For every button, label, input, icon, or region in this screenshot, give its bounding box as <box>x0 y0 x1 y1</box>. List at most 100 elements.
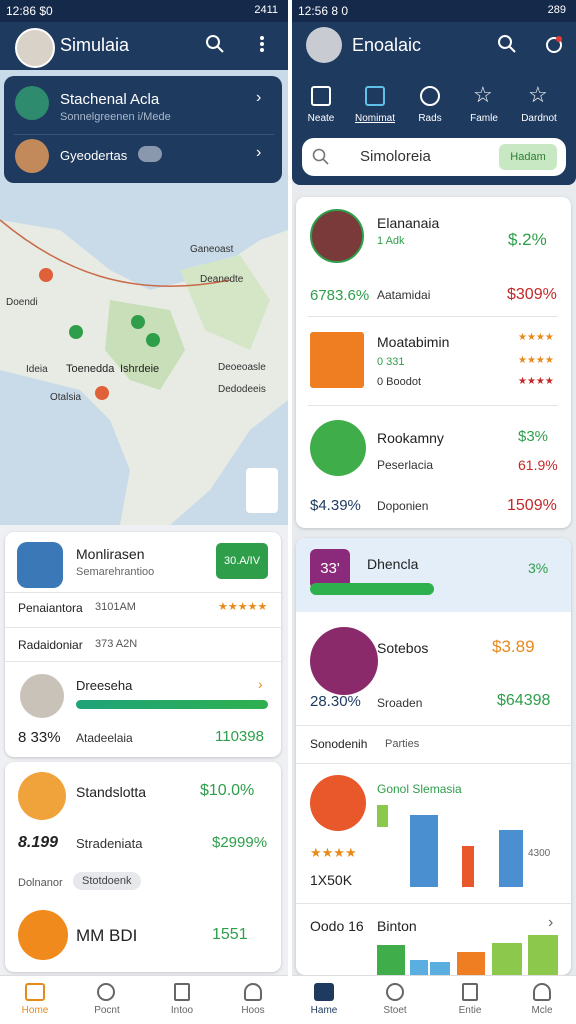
chart-total: 1X50K <box>310 872 353 888</box>
nav-label[interactable]: Hoos <box>241 1005 265 1016</box>
status-bar <box>292 0 576 22</box>
item-label: Aatamidai <box>377 288 431 302</box>
nav-icon[interactable] <box>97 983 115 1001</box>
item-value: $3% <box>518 428 549 445</box>
tab-label[interactable]: Neate <box>307 113 335 124</box>
footer-title: Binton <box>377 918 417 934</box>
icon-circle <box>18 910 68 960</box>
bottom-nav <box>0 975 288 1024</box>
feature-value: 3% <box>528 560 549 576</box>
decor-bar <box>492 943 522 975</box>
chevron[interactable]: › <box>256 89 262 106</box>
footer-left: Oodo 16 <box>310 918 364 934</box>
map-pin[interactable] <box>146 333 160 347</box>
bottom-nav <box>292 975 576 1024</box>
overlay-second: Gyeodertas <box>60 148 128 163</box>
stars: ★★★★ <box>518 376 554 387</box>
nav-icon[interactable] <box>25 983 45 1001</box>
stats-name: Sotebos <box>377 640 429 656</box>
decor-bar <box>410 815 438 887</box>
nav-icon[interactable] <box>533 983 551 1001</box>
nav-label[interactable]: Home <box>21 1005 49 1016</box>
nav-icon[interactable] <box>462 983 478 1001</box>
item-name: Rookamny <box>377 430 444 446</box>
map-label: Ishrdeie <box>120 363 159 375</box>
status-time: 12:56 8 0 <box>298 4 349 18</box>
tab-label[interactable]: Rads <box>418 113 442 124</box>
divider <box>5 592 281 593</box>
map-pin[interactable] <box>95 386 109 400</box>
avatar[interactable] <box>15 28 55 68</box>
map-pin[interactable] <box>131 315 145 329</box>
nav-label[interactable]: Pocnt <box>94 1005 120 1016</box>
row-value: 373 A2N <box>95 638 138 650</box>
tab-label[interactable]: Dardnot <box>521 113 557 124</box>
chart-icon <box>310 775 366 831</box>
chevron[interactable]: › <box>548 914 554 931</box>
item-label: Doponien <box>377 499 429 513</box>
stars: ★★★★★ <box>218 601 268 613</box>
divider <box>5 627 281 628</box>
avatar <box>20 674 64 718</box>
chevron[interactable]: › <box>256 144 262 161</box>
overlay-subtitle: Sonnelgreenen i/Mede <box>60 111 171 123</box>
overlay-title: Stachenal Acla <box>60 91 160 108</box>
tab-icon[interactable] <box>420 86 440 106</box>
tab-icon[interactable]: ☆ <box>473 82 493 107</box>
nav-label[interactable]: Entie <box>458 1005 482 1016</box>
tab-icon[interactable] <box>365 86 385 106</box>
map-label: Ganeoast <box>190 244 234 255</box>
chip[interactable]: Stotdoenk <box>73 872 141 890</box>
left-screen: 12:86 $0 2411 Simulaia Ganeoast Deanedte… <box>0 0 288 1024</box>
map-label: Ideia <box>26 364 48 375</box>
progress-name: Dreeseha <box>76 678 133 693</box>
map-controls[interactable] <box>246 468 278 513</box>
nav-icon[interactable] <box>386 983 404 1001</box>
map-label: Otalsia <box>50 392 82 403</box>
nav-icon[interactable] <box>314 983 334 1001</box>
map-label: Doendi <box>6 297 38 308</box>
stats-label: Sroaden <box>377 696 423 710</box>
nav-label[interactable]: Stoet <box>383 1005 407 1016</box>
nav-label[interactable]: Hame <box>310 1005 338 1016</box>
nav-label[interactable]: Intoo <box>170 1005 194 1016</box>
nav-icon[interactable] <box>174 983 190 1001</box>
tab-icon[interactable] <box>311 86 331 106</box>
decor-bar <box>410 960 428 975</box>
nav-label[interactable]: Mcle <box>531 1005 553 1016</box>
decor-bar <box>528 935 558 975</box>
chip-label: Dolnanor <box>18 877 63 889</box>
avatar[interactable] <box>306 27 342 63</box>
stars: ★★★★ <box>518 332 554 343</box>
person-number: 8.199 <box>18 834 59 851</box>
chevron[interactable]: › <box>258 676 263 692</box>
tab-label[interactable]: Nomimat <box>354 113 395 124</box>
section-label: Sonodenih <box>310 737 368 751</box>
tab-icon[interactable]: ☆ <box>528 82 548 107</box>
notification-icon[interactable] <box>544 34 564 54</box>
person-value: $10.0% <box>200 782 255 799</box>
nav-icon[interactable] <box>244 983 262 1001</box>
menu-icon[interactable] <box>258 34 266 54</box>
search-icon[interactable] <box>205 34 225 54</box>
avatar <box>15 139 49 173</box>
summary-title: Monlirasen <box>76 546 145 562</box>
search-icon <box>312 148 329 165</box>
summary-button[interactable]: 30.A/IV <box>216 543 268 579</box>
item-detail: 0 Boodot <box>377 376 422 388</box>
search-icon[interactable] <box>497 34 517 54</box>
search-button[interactable]: Hadam <box>499 144 557 170</box>
decor-bar <box>457 952 485 975</box>
map-pin[interactable] <box>39 268 53 282</box>
tab-label[interactable]: Famle <box>470 113 498 124</box>
item-left: $4.39% <box>310 497 361 514</box>
item-right: 1509% <box>507 497 557 514</box>
map-pin[interactable] <box>69 325 83 339</box>
last-value: 1551 <box>212 926 248 943</box>
decor-bar <box>377 805 388 827</box>
progress-label: Atadeelaia <box>76 731 133 745</box>
item-sub: Peserlacia <box>377 458 434 472</box>
section-chip[interactable]: Parties <box>385 738 420 750</box>
